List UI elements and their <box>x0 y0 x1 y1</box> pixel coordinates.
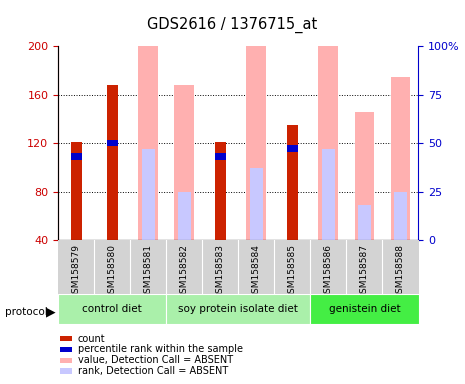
Text: GSM158580: GSM158580 <box>108 244 117 299</box>
Text: protocol: protocol <box>5 307 47 317</box>
Bar <box>107 85 118 240</box>
Text: genistein diet: genistein diet <box>329 304 400 314</box>
Text: GSM158587: GSM158587 <box>360 244 369 299</box>
Bar <box>174 85 194 240</box>
Text: GSM158584: GSM158584 <box>252 244 261 299</box>
Bar <box>71 153 81 160</box>
Bar <box>58 294 166 324</box>
Bar <box>215 142 226 240</box>
Bar <box>215 153 226 160</box>
Text: count: count <box>78 334 105 344</box>
Bar <box>287 125 298 240</box>
Bar <box>166 294 311 324</box>
Bar <box>354 112 374 240</box>
Bar <box>319 0 339 240</box>
Text: ▶: ▶ <box>46 305 55 318</box>
Text: percentile rank within the sample: percentile rank within the sample <box>78 344 243 354</box>
Text: GSM158583: GSM158583 <box>216 244 225 299</box>
Bar <box>71 142 81 240</box>
Bar <box>138 0 158 240</box>
Text: GSM158586: GSM158586 <box>324 244 333 299</box>
Bar <box>178 192 191 240</box>
Bar <box>107 140 118 146</box>
Text: control diet: control diet <box>82 304 142 314</box>
Bar <box>311 294 418 324</box>
Text: value, Detection Call = ABSENT: value, Detection Call = ABSENT <box>78 355 233 365</box>
Bar <box>322 149 335 240</box>
Text: GSM158582: GSM158582 <box>180 244 189 299</box>
Bar <box>287 146 298 152</box>
Text: GSM158581: GSM158581 <box>144 244 153 299</box>
Text: GSM158585: GSM158585 <box>288 244 297 299</box>
Text: GSM158588: GSM158588 <box>396 244 405 299</box>
Bar <box>358 205 371 240</box>
Bar <box>246 40 266 240</box>
Text: soy protein isolate diet: soy protein isolate diet <box>179 304 298 314</box>
Text: rank, Detection Call = ABSENT: rank, Detection Call = ABSENT <box>78 366 228 376</box>
Bar <box>394 192 407 240</box>
Text: GDS2616 / 1376715_at: GDS2616 / 1376715_at <box>147 17 318 33</box>
Text: GSM158579: GSM158579 <box>72 244 80 299</box>
Bar <box>142 149 154 240</box>
Bar <box>391 77 411 240</box>
Bar <box>250 168 263 240</box>
